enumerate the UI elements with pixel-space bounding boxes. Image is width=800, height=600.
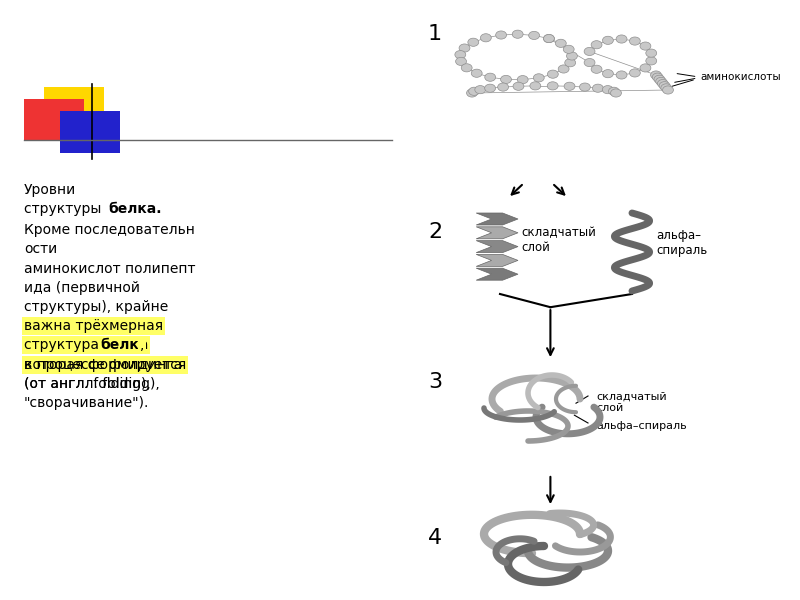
Circle shape [654, 75, 665, 83]
Circle shape [466, 89, 478, 97]
Circle shape [481, 34, 491, 42]
Text: Кроме последовательн: Кроме последовательн [24, 223, 195, 237]
Polygon shape [476, 241, 518, 253]
Circle shape [602, 70, 614, 78]
Text: белка.: белка. [108, 202, 162, 216]
Polygon shape [476, 254, 518, 266]
Text: Уровни: Уровни [24, 183, 76, 197]
Circle shape [646, 57, 657, 65]
Text: 4: 4 [428, 528, 442, 548]
Circle shape [501, 76, 511, 83]
Circle shape [640, 64, 651, 72]
Circle shape [584, 47, 595, 56]
Text: альфа–
спираль: альфа– спираль [656, 229, 707, 257]
Circle shape [485, 73, 496, 82]
Circle shape [518, 76, 528, 84]
Circle shape [584, 58, 595, 67]
Circle shape [462, 64, 472, 72]
Polygon shape [476, 227, 518, 239]
Circle shape [530, 82, 541, 90]
Circle shape [640, 42, 651, 50]
Circle shape [513, 82, 524, 91]
Text: складчатый
слой: складчатый слой [522, 226, 597, 254]
Circle shape [659, 82, 670, 90]
Polygon shape [476, 213, 518, 225]
Circle shape [661, 84, 672, 92]
Circle shape [498, 83, 509, 91]
Text: альфа–спираль: альфа–спираль [596, 421, 686, 431]
Text: которая формируется: которая формируется [24, 358, 186, 371]
Text: ида (первичной: ида (первичной [24, 281, 140, 295]
Circle shape [579, 83, 590, 91]
Circle shape [496, 31, 506, 39]
Text: 1: 1 [428, 24, 442, 44]
Text: аминокислоты: аминокислоты [700, 72, 781, 82]
Circle shape [658, 79, 668, 88]
Circle shape [630, 37, 640, 45]
Circle shape [563, 45, 574, 53]
Text: "сворачивание").: "сворачивание"). [24, 396, 150, 410]
Circle shape [475, 86, 486, 94]
Circle shape [543, 34, 554, 43]
Circle shape [652, 73, 663, 81]
Circle shape [455, 50, 466, 59]
Circle shape [609, 87, 619, 95]
Circle shape [616, 71, 627, 79]
Circle shape [591, 65, 602, 73]
Circle shape [565, 59, 576, 67]
Circle shape [456, 58, 466, 65]
Circle shape [630, 69, 640, 77]
Circle shape [543, 34, 554, 43]
Text: структуры), крайне: структуры), крайне [24, 300, 168, 314]
Circle shape [459, 44, 470, 52]
Text: складчатый
слой: складчатый слой [596, 391, 666, 413]
Circle shape [555, 39, 566, 47]
Circle shape [547, 82, 558, 90]
Text: аминокислот полипепт: аминокислот полипепт [24, 262, 195, 275]
Circle shape [602, 36, 614, 44]
Text: важна трёхмерная: важна трёхмерная [24, 319, 163, 333]
Circle shape [610, 89, 622, 97]
Text: ,: , [140, 338, 144, 352]
Text: структура: структура [24, 338, 103, 352]
Circle shape [558, 65, 569, 73]
Circle shape [662, 86, 674, 94]
Circle shape [646, 49, 657, 57]
Text: ости: ости [24, 242, 58, 256]
Circle shape [656, 77, 666, 86]
Circle shape [485, 84, 495, 92]
Circle shape [471, 69, 482, 77]
Circle shape [566, 52, 578, 60]
Circle shape [534, 74, 544, 82]
Circle shape [591, 41, 602, 49]
Text: в процессе фолдинга: в процессе фолдинга [24, 358, 182, 371]
FancyBboxPatch shape [24, 99, 84, 141]
Text: 3: 3 [428, 372, 442, 392]
Text: структуры: структуры [24, 202, 106, 216]
FancyBboxPatch shape [44, 87, 104, 129]
Polygon shape [476, 268, 518, 280]
Circle shape [469, 87, 479, 95]
Circle shape [564, 82, 575, 91]
FancyBboxPatch shape [60, 111, 120, 153]
Circle shape [602, 86, 613, 94]
Text: белка: белка [100, 338, 148, 352]
Circle shape [547, 70, 558, 78]
Circle shape [593, 84, 603, 92]
Text: 2: 2 [428, 222, 442, 242]
Circle shape [529, 31, 539, 40]
Circle shape [468, 38, 478, 46]
Circle shape [650, 71, 662, 79]
Text: (от англл. folding),: (от англл. folding), [24, 377, 160, 391]
Circle shape [512, 30, 523, 38]
Text: (от англ. folding),: (от англ. folding), [24, 377, 150, 391]
Circle shape [616, 35, 627, 43]
